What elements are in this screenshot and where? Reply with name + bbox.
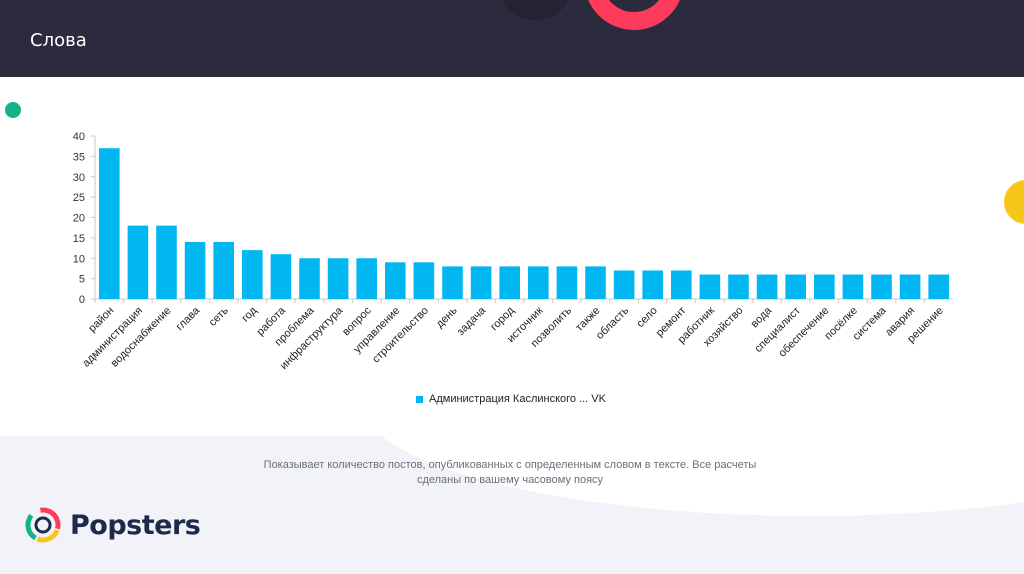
bar: [242, 250, 263, 299]
legend-swatch: [416, 395, 423, 403]
decorative-green-dot: [5, 102, 21, 118]
bar: [127, 225, 149, 299]
popsters-logo-icon: [25, 507, 61, 543]
x-tick-label: глава: [174, 304, 203, 333]
bar: [671, 270, 692, 299]
description-line-2: сделаны по вашему часовому поясу: [416, 474, 604, 486]
chart-legend: Администрация Каслинского ... VK: [416, 392, 606, 406]
bar: [899, 274, 921, 299]
bar: [871, 274, 892, 299]
bar: [442, 266, 463, 299]
bar: [585, 266, 606, 299]
x-tick-label: село: [634, 305, 659, 330]
bar: [728, 274, 749, 299]
bar: [184, 241, 206, 299]
bar: [99, 148, 120, 299]
y-tick-label: 5: [79, 274, 85, 286]
y-tick-label: 40: [73, 131, 85, 143]
y-tick-label: 25: [73, 192, 85, 204]
bar: [699, 274, 721, 299]
bar: [413, 262, 435, 299]
bar: [385, 262, 406, 299]
bar: [327, 258, 349, 299]
bar: [213, 241, 234, 299]
bar: [842, 274, 864, 299]
page-title: Слова: [30, 30, 87, 51]
bar-chart: 0510152025303540районадминистрацияводосн…: [73, 131, 953, 372]
chart-description: Показывает количество постов, опубликова…: [230, 458, 790, 488]
y-tick-label: 30: [73, 172, 85, 184]
bar: [299, 258, 320, 299]
bar: [356, 258, 377, 299]
header-bar: Слова: [0, 0, 1024, 77]
bar: [642, 270, 663, 299]
x-tick-label: задача: [455, 304, 489, 338]
y-tick-label: 0: [79, 294, 85, 306]
bar: [270, 254, 292, 299]
decorative-yellow-dot: [1004, 180, 1024, 224]
y-tick-label: 10: [73, 253, 85, 265]
description-line-1: Показывает количество постов, опубликова…: [263, 459, 757, 471]
bar: [756, 274, 778, 299]
bar: [156, 225, 177, 299]
y-tick-label: 15: [73, 233, 85, 245]
footer-background: [0, 436, 1024, 574]
bar: [556, 266, 578, 299]
legend-label: Администрация Каслинского ... VK: [429, 393, 606, 405]
bar: [499, 266, 520, 299]
bar: [928, 274, 949, 299]
bar: [470, 266, 492, 299]
bar: [613, 270, 635, 299]
bar: [785, 274, 806, 299]
bar: [528, 266, 549, 299]
logo-text: Popsters: [70, 509, 201, 541]
x-tick-label: вода: [749, 304, 775, 330]
x-tick-label: день: [434, 304, 460, 330]
decorative-dark-arc: [500, 0, 570, 20]
y-tick-label: 20: [73, 213, 85, 225]
bar: [814, 274, 835, 299]
y-tick-label: 35: [73, 151, 85, 163]
x-tick-label: год: [240, 304, 260, 324]
x-tick-label: сеть: [207, 304, 231, 328]
popsters-logo[interactable]: Popsters: [24, 503, 201, 547]
